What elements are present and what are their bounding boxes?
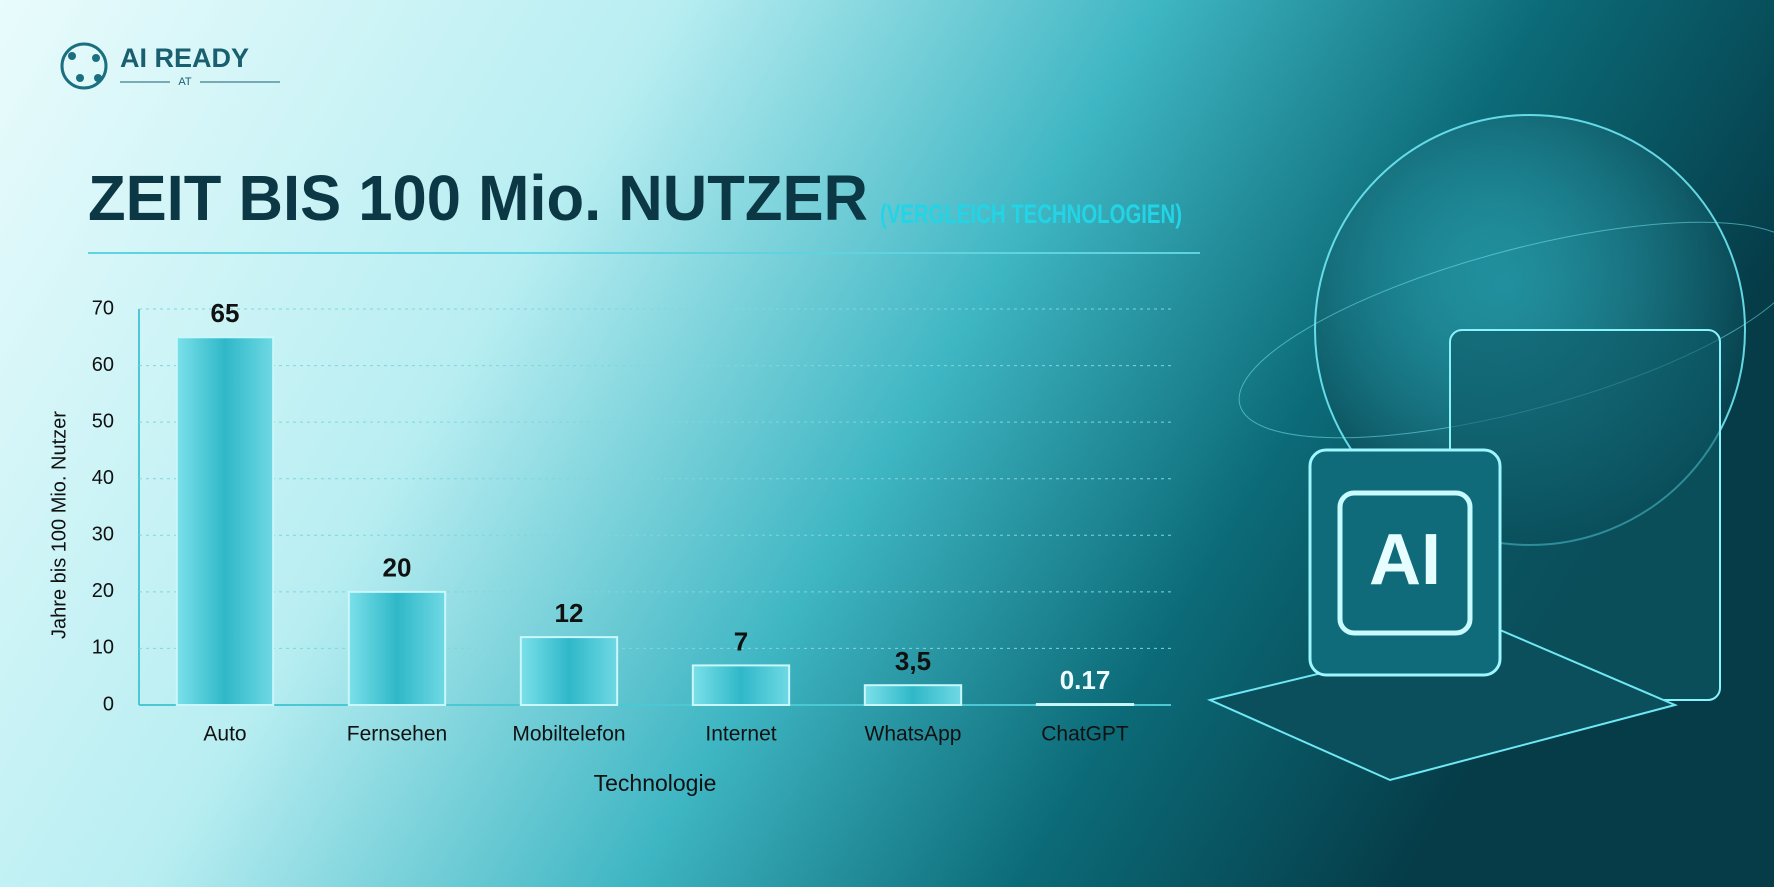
bar [175, 336, 275, 706]
x-tick-label: Mobiltelefon [512, 723, 625, 746]
bar [347, 590, 447, 706]
value-label: 0.17 [1060, 665, 1111, 695]
value-label: 12 [555, 598, 584, 628]
y-tick-label: 20 [92, 580, 114, 602]
x-tick-label: Auto [203, 723, 246, 746]
y-tick-label: 40 [92, 467, 114, 489]
bar [1035, 703, 1135, 706]
bar [691, 664, 791, 707]
brand-sub: AT [178, 76, 192, 88]
x-axis-label: Technologie [594, 770, 717, 796]
x-tick-label: WhatsApp [865, 723, 962, 746]
value-label: 20 [383, 553, 412, 583]
logo: AI READY AT [60, 42, 280, 90]
y-tick-label: 70 [92, 297, 114, 319]
value-label: 65 [211, 298, 240, 328]
x-tick-label: Internet [705, 723, 776, 746]
y-tick-label: 30 [92, 524, 114, 546]
y-tick-label: 10 [92, 637, 114, 659]
y-tick-label: 50 [92, 410, 114, 432]
x-tick-label: Fernsehen [347, 723, 447, 746]
bar [863, 684, 963, 707]
x-tick-label: ChatGPT [1041, 723, 1129, 746]
brand-name: AI READY [120, 43, 249, 73]
chart-title: ZEIT BIS 100 Mio. NUTZER [88, 162, 868, 234]
bar [519, 636, 619, 706]
y-tick-label: 60 [92, 354, 114, 376]
y-tick-label: 0 [103, 693, 114, 715]
ai-badge: AI [1369, 520, 1441, 600]
y-axis-label: Jahre bis 100 Mio. Nutzer [48, 411, 70, 639]
illustration: AI [1206, 114, 1774, 782]
value-label: 7 [734, 626, 748, 656]
value-label: 3,5 [895, 646, 931, 676]
chart-subtitle: (VERGLEICH TECHNOLOGIEN) [880, 199, 1182, 229]
